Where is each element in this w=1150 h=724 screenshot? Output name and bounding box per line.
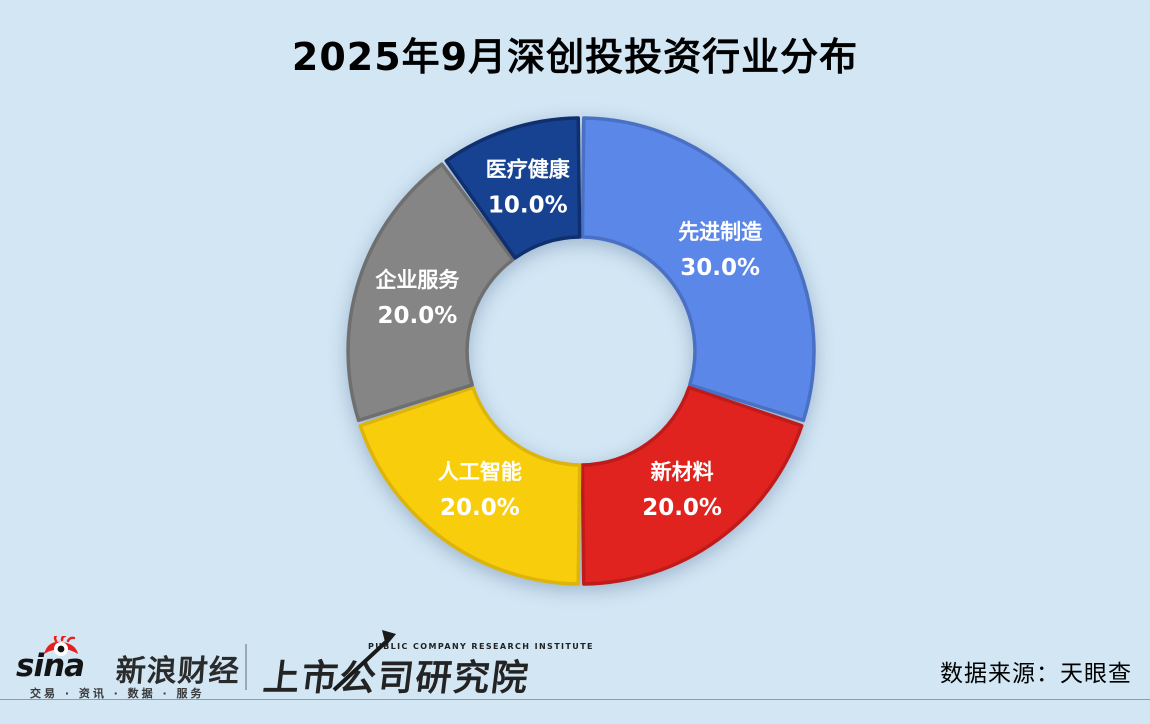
slice-value-5: 10.0% xyxy=(488,192,568,218)
slice-value-2: 20.0% xyxy=(642,495,722,521)
research-institute-logo: PUBLIC COMPANY RESEARCH INSTITUTE 上市公司研究… xyxy=(261,630,593,699)
slice-label-4: 企业服务 xyxy=(374,268,460,292)
data-source-label: 数据来源：天眼查 xyxy=(940,661,1132,687)
footer: sina 新浪财经 交易 · 资讯 · 数据 · 服务 PUBLIC COMPA… xyxy=(0,630,1150,700)
donut-slice-2 xyxy=(580,385,804,586)
sina-tagline: 交易 · 资讯 · 数据 · 服务 xyxy=(30,687,205,700)
slice-value-4: 20.0% xyxy=(378,303,458,329)
institute-name-en: PUBLIC COMPANY RESEARCH INSTITUTE xyxy=(368,642,594,651)
footer-divider xyxy=(245,644,247,690)
slice-label-2: 新材料 xyxy=(651,460,714,484)
slice-value-3: 20.0% xyxy=(440,495,520,521)
donut-slice-4 xyxy=(346,162,515,423)
slice-label-3: 人工智能 xyxy=(438,460,522,484)
institute-name-zh: 上市公司研究院 xyxy=(261,658,533,699)
slice-value-1: 30.0% xyxy=(680,255,760,281)
sina-wordmark: sina xyxy=(16,648,85,684)
slice-label-5: 医疗健康 xyxy=(486,157,571,181)
sina-eye-icon xyxy=(44,636,78,656)
donut-slices-group xyxy=(346,116,816,586)
slice-label-1: 先进制造 xyxy=(678,220,763,244)
donut-slice-1 xyxy=(580,116,816,423)
sina-brand-name: 新浪财经 xyxy=(114,654,241,689)
footer-rule xyxy=(0,699,1150,700)
donut-slice-3 xyxy=(358,385,582,586)
donut-slice-5 xyxy=(444,116,582,260)
chart-title: 2025年9月深创投投资行业分布 xyxy=(291,35,859,79)
sina-finance-logo: sina 新浪财经 交易 · 资讯 · 数据 · 服务 xyxy=(14,636,241,700)
